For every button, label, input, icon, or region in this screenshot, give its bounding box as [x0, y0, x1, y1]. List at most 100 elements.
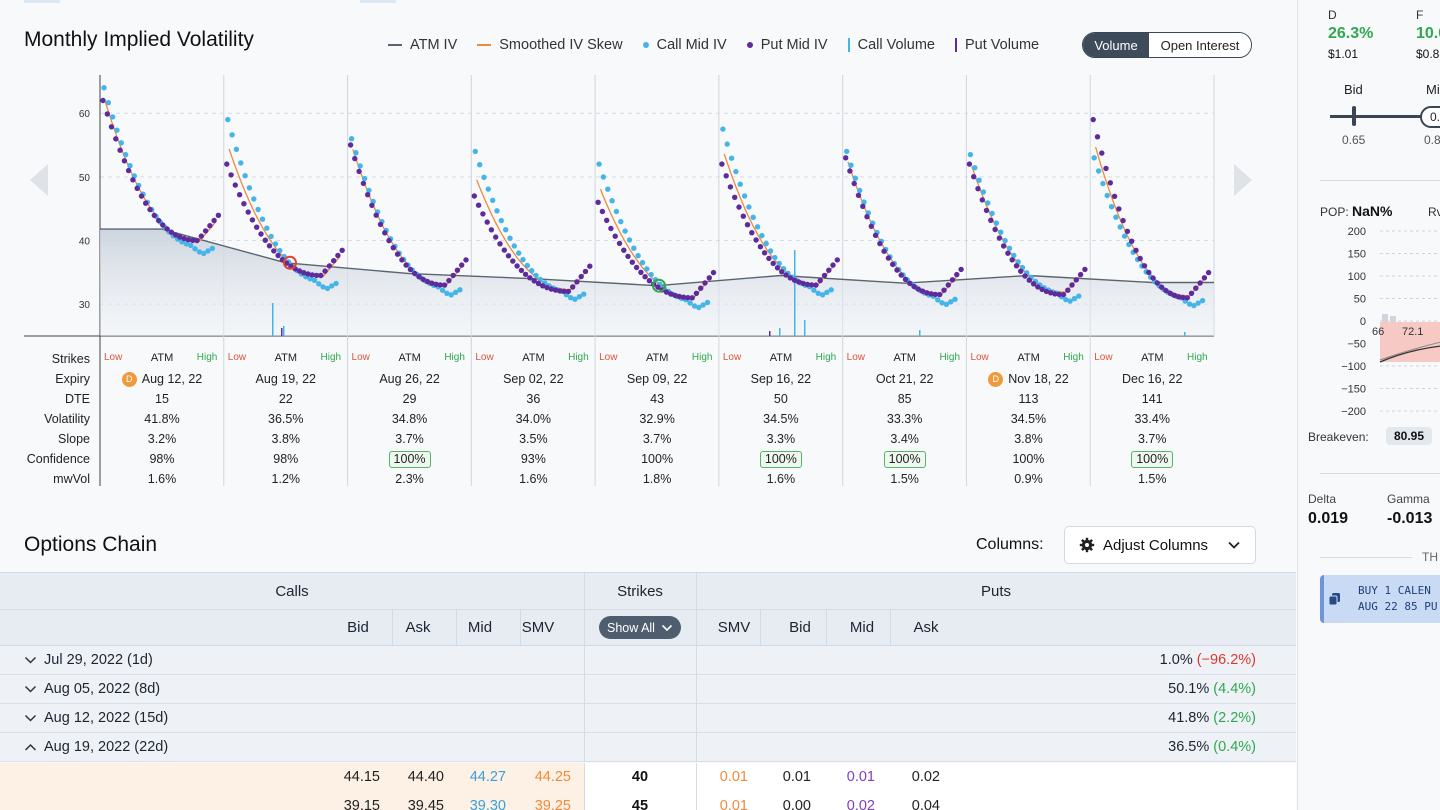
price-slider-handle[interactable]: [1352, 106, 1356, 126]
legend-item[interactable]: Put Mid IV: [746, 37, 828, 53]
call-mid-iv-point: [457, 287, 463, 293]
strike-low-label: Low: [1094, 352, 1113, 363]
call-mid-iv-point: [972, 165, 978, 171]
call-mid-iv-point: [581, 291, 587, 297]
put-mid-iv-point: [360, 180, 367, 187]
put-mid-iv-point: [318, 272, 324, 279]
calls-col-ask[interactable]: Ask: [405, 619, 431, 636]
expiration-row[interactable]: Aug 12, 2022 (15d) 41.8% (2.2%): [0, 704, 1296, 733]
put-mid-iv-point: [928, 291, 934, 297]
chevron-down-icon: [1228, 541, 1240, 549]
put-mid-iv-point: [540, 283, 546, 289]
calls-col-mid[interactable]: Mid: [467, 619, 493, 636]
stats-cell-mwvol: 2.3%: [348, 472, 472, 486]
stats-value: 50: [773, 392, 788, 406]
call-mid-iv-point: [361, 175, 368, 182]
put-mid-iv-point: [847, 168, 853, 174]
call-mid-iv-point: [985, 200, 991, 206]
legend-swatch: [477, 44, 492, 46]
put-mid-iv-point: [522, 271, 529, 277]
cell-put-smv[interactable]: 0.01: [719, 769, 748, 785]
stats-value: 113: [1018, 392, 1039, 406]
call-mid-iv-point: [828, 287, 834, 293]
chain-row[interactable]: 44.15 44.40 44.27 44.25 40 0.01 0.01 0.01 0.02: [0, 763, 1296, 792]
put-mid-iv-point: [1005, 250, 1011, 256]
cell-call-bid[interactable]: 44.15: [343, 769, 380, 785]
call-mid-iv-point: [477, 162, 483, 168]
legend-item[interactable]: Call Mid IV: [642, 37, 727, 53]
calls-col-bid[interactable]: Bid: [347, 619, 369, 636]
copy-icon[interactable]: [1328, 592, 1342, 606]
calls-col-smv[interactable]: SMV: [521, 619, 555, 636]
order-summary-card[interactable]: BUY 1 CALEN AUG 22 85 PU: [1320, 575, 1440, 623]
pl-bar: [1390, 316, 1396, 322]
put-mid-iv-point: [996, 235, 1003, 241]
mid-price-pill[interactable]: 0.8: [1420, 106, 1440, 128]
put-mid-iv-point: [258, 231, 264, 237]
legend-item[interactable]: Smoothed IV Skew: [477, 37, 623, 53]
cell-call-mid[interactable]: 44.27: [469, 769, 506, 785]
cell-call-ask[interactable]: 39.45: [407, 798, 444, 810]
call-mid-iv-point: [737, 181, 743, 187]
call-mid-iv-point: [1117, 224, 1123, 230]
cell-strike[interactable]: 45: [631, 798, 649, 810]
pl-tick-label: 200: [1348, 226, 1366, 238]
cell-put-smv[interactable]: 0.01: [719, 798, 748, 810]
volume-bar: [794, 250, 796, 336]
strike-low-label: Low: [970, 352, 989, 363]
expiration-label: Aug 19, 2022 (22d): [44, 739, 169, 755]
cell-put-mid[interactable]: 0.02: [846, 798, 875, 810]
volume-toggle-option[interactable]: Volume: [1083, 33, 1149, 57]
put-mid-iv-point: [505, 253, 512, 259]
put-mid-iv-point: [855, 192, 862, 198]
confidence-badge: 100%: [883, 450, 926, 468]
expiration-row[interactable]: Aug 05, 2022 (8d) 50.1% (4.4%): [0, 675, 1296, 704]
put-mid-iv-point: [160, 222, 166, 228]
put-mid-iv-point: [510, 258, 516, 264]
call-mid-iv-point: [687, 300, 693, 306]
legend-item[interactable]: Put Volume: [954, 37, 1039, 53]
cell-put-mid[interactable]: 0.01: [846, 769, 875, 785]
call-mid-iv-point: [1076, 293, 1082, 299]
cell-call-bid[interactable]: 39.15: [343, 798, 380, 810]
put-mid-iv-point: [890, 261, 896, 268]
strike-low-label: Low: [599, 352, 618, 363]
cell-strike[interactable]: 40: [631, 769, 649, 785]
cell-call-smv[interactable]: 39.25: [534, 798, 571, 810]
stats-cell-slope: 3.7%: [595, 432, 719, 446]
cell-put-bid[interactable]: 0.01: [782, 769, 811, 785]
put-mid-iv-point: [262, 237, 268, 243]
put-mid-iv-point: [365, 192, 371, 198]
put-mid-iv-point: [983, 207, 990, 214]
puts-col-bid[interactable]: Bid: [789, 619, 811, 636]
expiration-row[interactable]: Aug 19, 2022 (22d) 36.5% (0.4%): [0, 733, 1296, 762]
cell-put-ask[interactable]: 0.04: [911, 798, 940, 810]
cell-call-mid[interactable]: 39.30: [469, 798, 506, 810]
confidence-badge: 100%: [759, 450, 802, 468]
puts-col-smv[interactable]: SMV: [717, 619, 751, 636]
chevron-down-icon: [24, 656, 37, 664]
put-mid-iv-point: [629, 259, 635, 265]
expiration-row[interactable]: Jul 29, 2022 (1d) 1.0% (−96.2%): [0, 646, 1296, 675]
price-slider[interactable]: [1330, 115, 1440, 118]
chain-row[interactable]: 39.15 39.45 39.30 39.25 45 0.01 0.00 0.02 0.04: [0, 792, 1296, 810]
stats-label: Confidence: [26, 452, 90, 466]
pl-strike-label: 72.1: [1402, 326, 1423, 338]
volume-oi-toggle[interactable]: Volume Open Interest: [1082, 32, 1252, 58]
put-mid-iv-point: [535, 280, 542, 287]
open-interest-toggle-option[interactable]: Open Interest: [1149, 33, 1251, 57]
call-mid-iv-point: [233, 146, 240, 152]
cell-call-ask[interactable]: 44.40: [407, 769, 444, 785]
show-all-strikes-dropdown[interactable]: Show All: [599, 616, 681, 639]
chart-next-arrow-icon[interactable]: [1234, 164, 1252, 196]
legend-item[interactable]: Call Volume: [847, 37, 935, 53]
cell-put-ask[interactable]: 0.02: [911, 769, 940, 785]
puts-col-mid[interactable]: Mid: [849, 619, 875, 636]
adjust-columns-button[interactable]: Adjust Columns: [1064, 526, 1256, 564]
puts-col-ask[interactable]: Ask: [913, 619, 939, 636]
cell-call-smv[interactable]: 44.25: [534, 769, 571, 785]
cell-put-bid[interactable]: 0.00: [782, 798, 811, 810]
chevron-down-icon: [24, 685, 37, 693]
legend-item[interactable]: ATM IV: [388, 37, 457, 53]
chart-prev-arrow-icon[interactable]: [30, 164, 48, 196]
